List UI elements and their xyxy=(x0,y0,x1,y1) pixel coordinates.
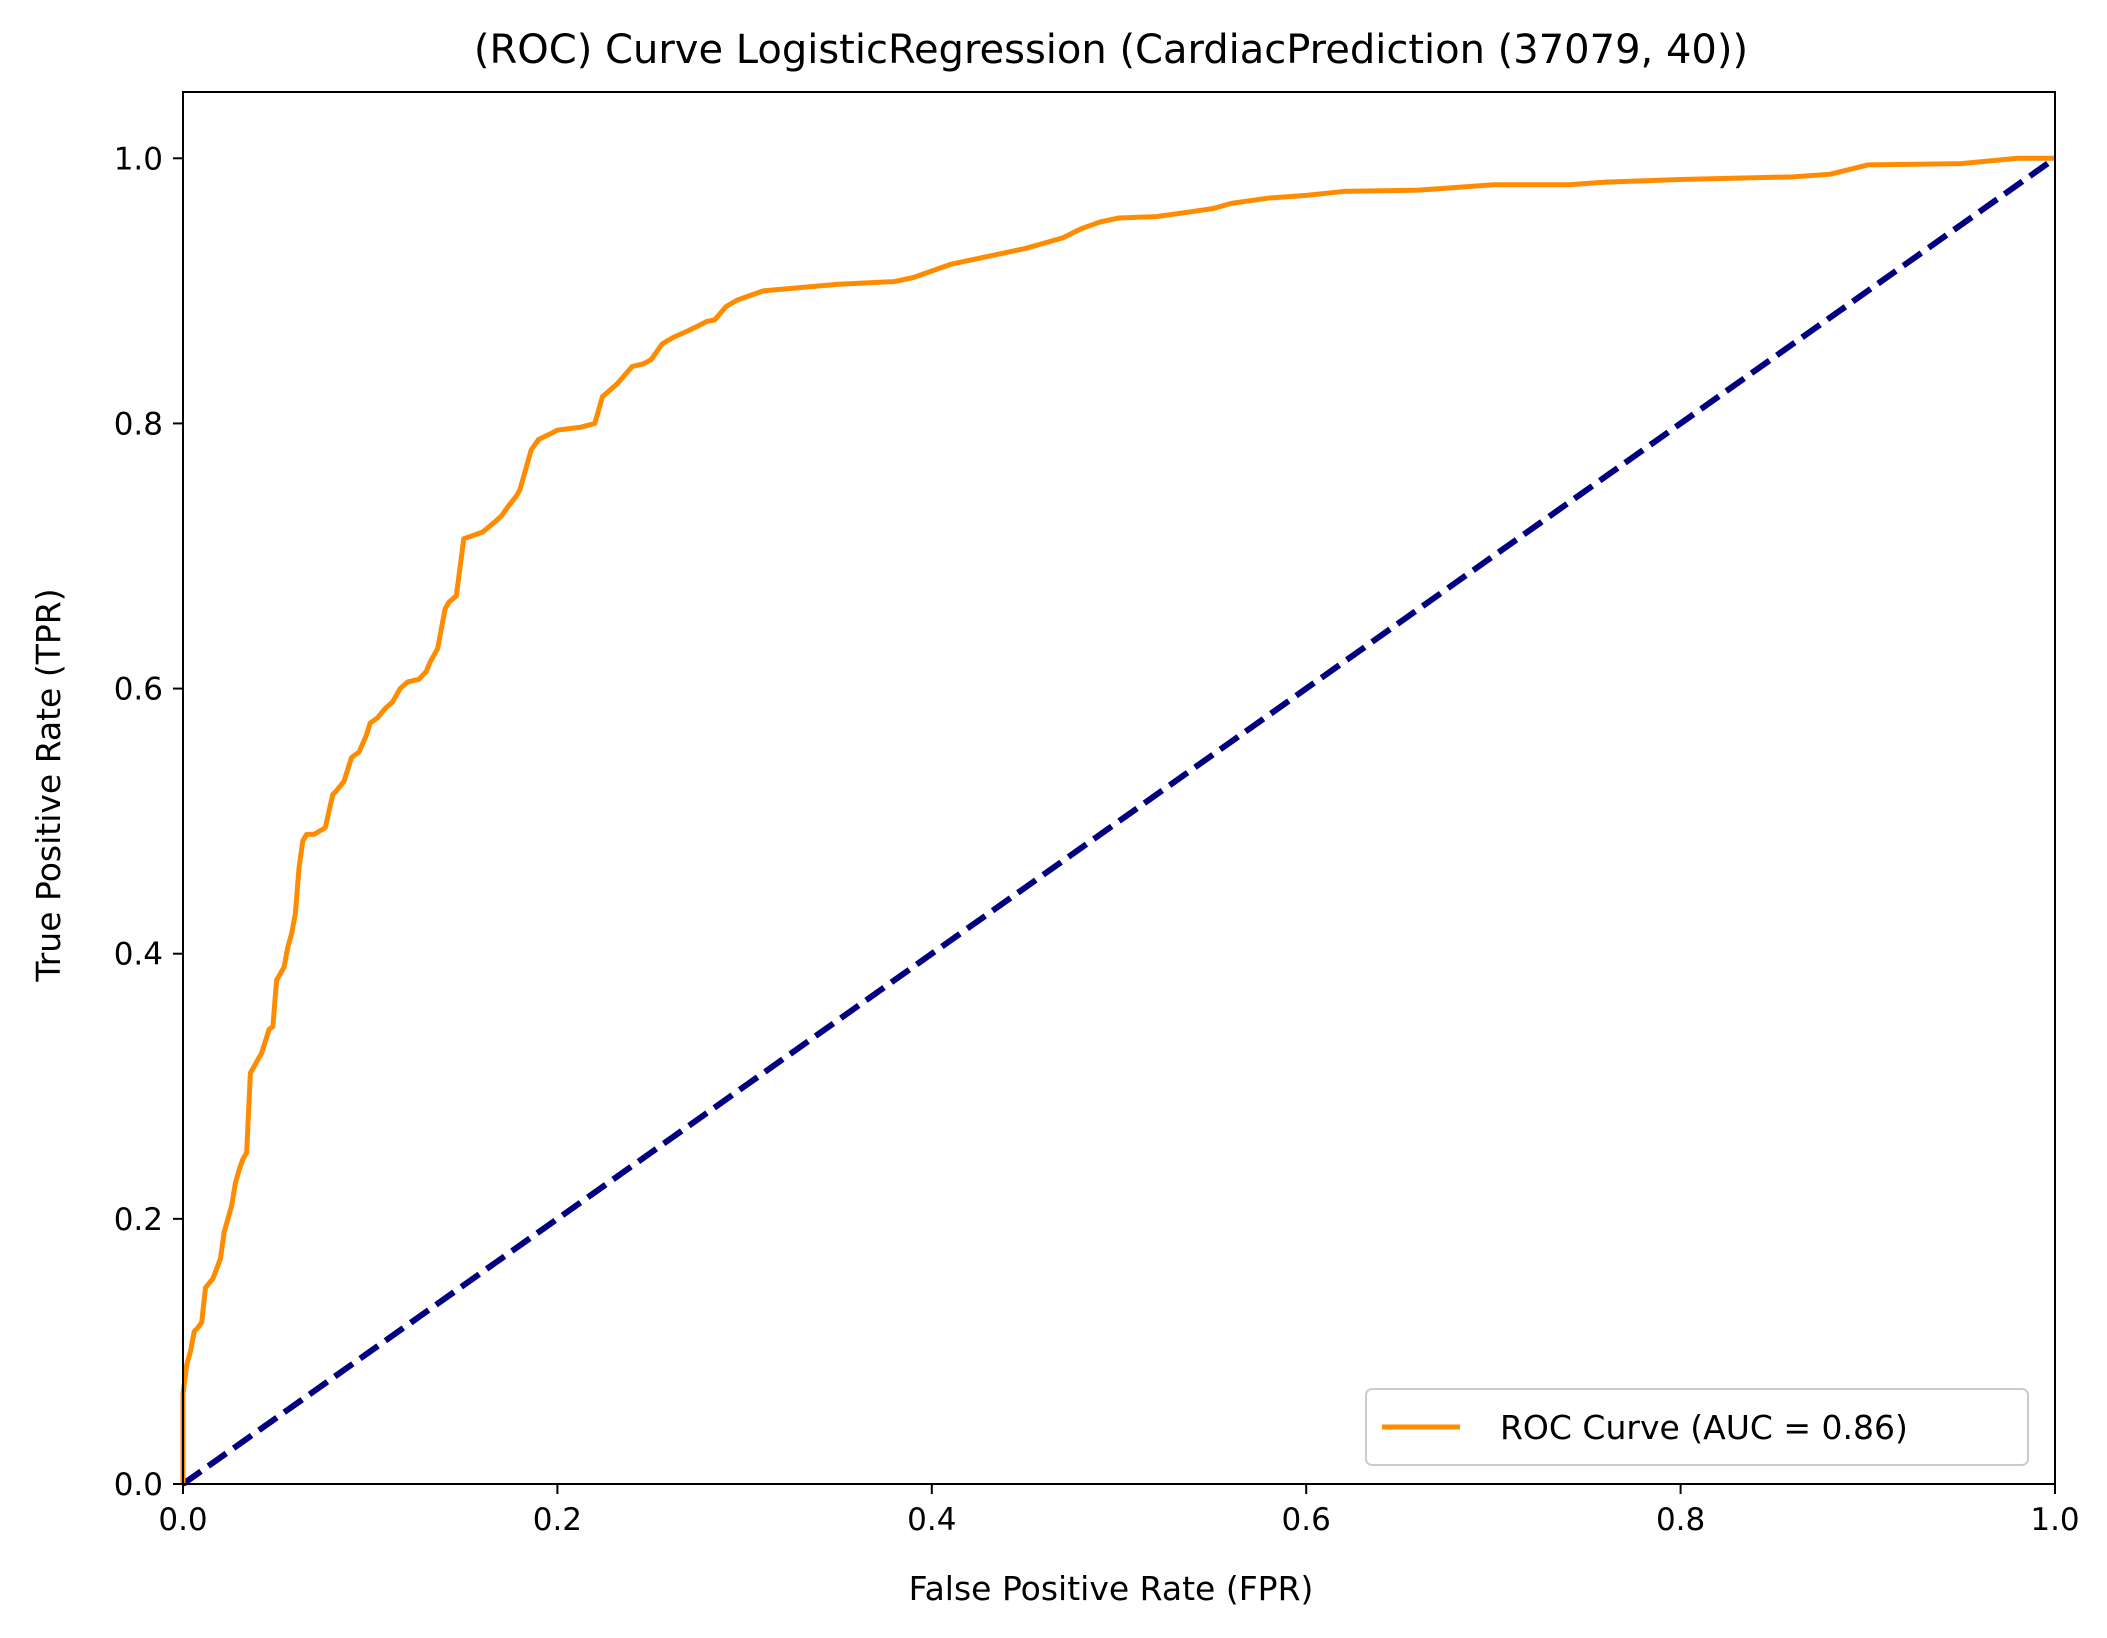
roc-curve-line xyxy=(180,155,2055,1484)
chance-diagonal-line xyxy=(181,155,2057,1487)
plot-area: 0.0 0.2 0.4 0.6 0.8 1.0 0.0 0.2 0.4 0.6 0.8 1.0 xyxy=(114,91,2080,1538)
x-tick-label: 0.6 xyxy=(1282,1502,1331,1538)
legend-box xyxy=(1365,1388,2029,1466)
x-tick-label: 1.0 xyxy=(2030,1502,2079,1538)
x-tick-label: 0.8 xyxy=(1656,1502,1705,1538)
x-tick-label: 0.4 xyxy=(907,1502,956,1538)
x-axis-label: False Positive Rate (FPR) xyxy=(909,1569,1314,1608)
axes-frame xyxy=(182,91,2056,1485)
y-axis-label: True Positive Rate (TPR) xyxy=(29,588,68,982)
chart-title: (ROC) Curve LogisticRegression (CardiacP… xyxy=(474,27,1748,73)
y-tick-label: 0.2 xyxy=(114,1202,163,1238)
y-tick-label: 1.0 xyxy=(114,141,163,177)
legend-label: ROC Curve (AUC = 0.86) xyxy=(1500,1408,1908,1447)
y-tick-label: 0.8 xyxy=(114,406,163,442)
y-tick-label: 0.0 xyxy=(114,1467,163,1503)
x-tick-label: 0.2 xyxy=(533,1502,582,1538)
y-tick-label: 0.4 xyxy=(114,937,163,973)
y-tick-label: 0.6 xyxy=(114,672,163,708)
legend: ROC Curve (AUC = 0.86) xyxy=(1365,1388,2029,1466)
x-tick-label: 0.0 xyxy=(158,1502,207,1538)
